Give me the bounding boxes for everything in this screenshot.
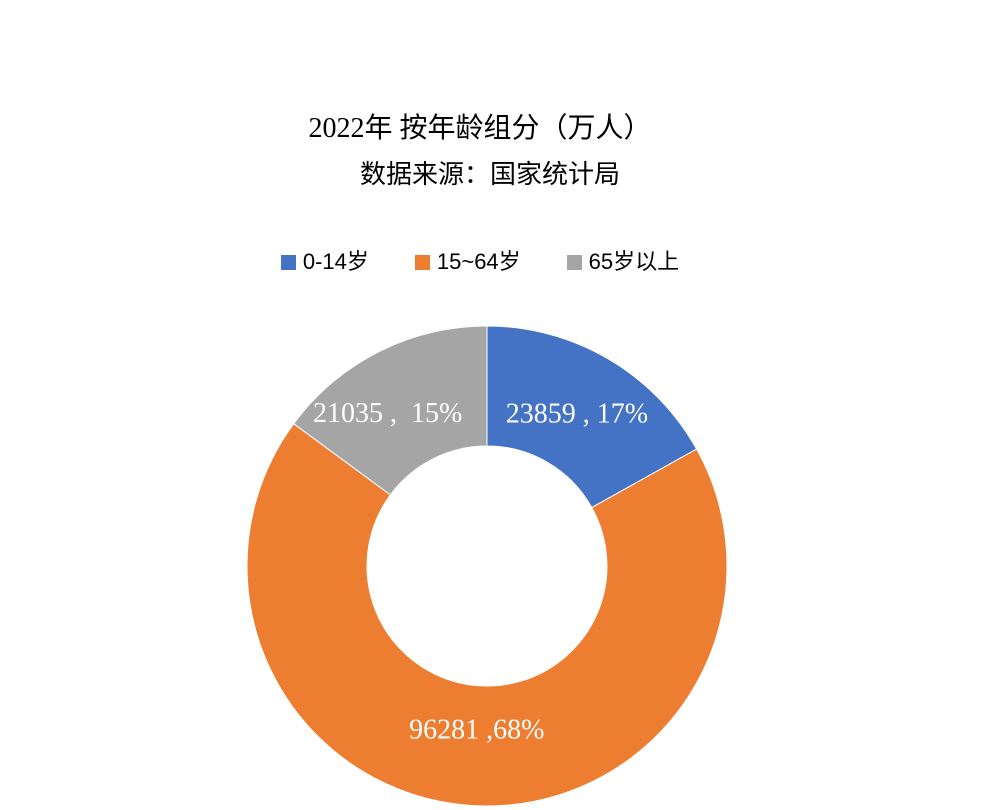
legend-label: 15~64岁 [436, 249, 521, 274]
legend-item-age-0-14: 0-14岁 [280, 249, 369, 274]
legend-label: 65岁以上 [588, 249, 680, 274]
legend-swatch-blue-icon [280, 254, 296, 270]
legend-item-age-65-plus: 65岁以上 [566, 249, 680, 274]
legend-swatch-orange-icon [414, 254, 430, 270]
slice-label-2: 21035 , 15% [313, 398, 462, 429]
pie-slice-0 [486, 325, 698, 509]
slice-label-0: 23859 , 17% [506, 399, 648, 430]
chart-title: 2022年 按年龄组分（万人） [308, 113, 652, 144]
legend-label: 0-14岁 [302, 249, 369, 274]
chart-subtitle: 数据来源：国家统计局 [359, 160, 620, 189]
legend: 0-14岁 15~64岁 65岁以上 [0, 249, 960, 274]
slice-label-1: 96281 ,68% [409, 715, 544, 746]
legend-swatch-gray-icon [566, 254, 582, 270]
pie-slice-1 [246, 423, 728, 807]
pie-slice-2 [293, 325, 488, 496]
legend-item-age-15-64: 15~64岁 [414, 249, 521, 274]
